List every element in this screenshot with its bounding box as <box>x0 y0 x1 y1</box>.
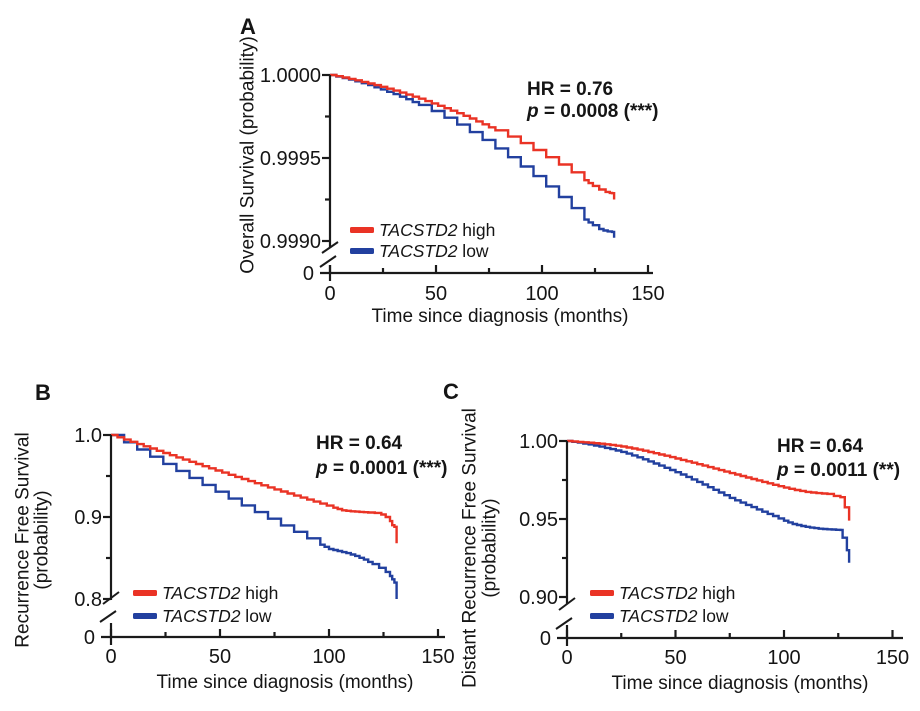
legend-label-low: TACSTD2 low <box>379 241 489 261</box>
legend-gene-name: TACSTD2 <box>619 583 698 603</box>
y-origin-label: 0 <box>84 627 95 649</box>
survival-curve-high <box>330 73 616 200</box>
hazard-ratio-text: HR = 0.64 <box>316 433 403 454</box>
panel-letter: B <box>35 380 51 405</box>
legend-gene-name: TACSTD2 <box>162 583 241 603</box>
legend-group-suffix: low <box>697 606 728 626</box>
x-tick-label: 50 <box>664 647 686 669</box>
panel-B: 1.0 0.9 0.8 00 50 100 150 Time since diagnosis … <box>13 380 455 693</box>
legend-gene-name: TACSTD2 <box>619 606 698 626</box>
survival-curve-low <box>567 439 851 563</box>
p-value-text: p = 0.0001 (***) <box>315 458 448 479</box>
hazard-ratio-text: HR = 0.64 <box>777 436 864 457</box>
y-origin-label: 0 <box>303 263 314 285</box>
p-value-rest: = 0.0001 (***) <box>328 458 448 479</box>
legend-label-high: TACSTD2 high <box>162 583 278 603</box>
y-axis-title-line: (probability) <box>480 498 501 597</box>
y-axis-title-line: Overall Survival (probability) <box>238 36 259 274</box>
legend-group-suffix: low <box>457 241 488 261</box>
y-tick-label: 0.90 <box>519 587 558 609</box>
y-axis-break-slash-lower <box>99 610 117 623</box>
legend-swatch-low <box>590 613 614 619</box>
survival-curve-high <box>111 433 398 544</box>
y-origin-label: 0 <box>540 628 551 650</box>
x-tick-label: 0 <box>324 283 335 305</box>
legend-swatch-high <box>590 590 614 596</box>
legend-group-suffix: high <box>240 583 278 603</box>
legend-label-low: TACSTD2 low <box>619 606 729 626</box>
y-tick-label: 0.9990 <box>260 231 321 253</box>
p-symbol: p <box>776 460 789 481</box>
p-value-rest: = 0.0008 (***) <box>539 101 659 122</box>
panel-letter: A <box>240 14 256 39</box>
x-tick-label: 50 <box>425 283 447 305</box>
x-axis-title: Time since diagnosis (months) <box>157 672 414 693</box>
x-tick-label: 0 <box>105 646 116 668</box>
y-axis-title-line: Recurrence Free Survival <box>13 432 34 647</box>
x-tick-label: 100 <box>312 646 345 668</box>
p-value-rest: = 0.0011 (**) <box>789 460 900 481</box>
y-tick-label: 0.95 <box>519 509 558 531</box>
survival-curve-low <box>111 433 398 599</box>
y-axis-title-line: (probability) <box>32 490 53 589</box>
legend-group-suffix: high <box>457 220 495 240</box>
survival-curve-high <box>567 439 851 521</box>
y-axis-break-slash-lower <box>319 255 337 268</box>
y-axis-break-slash-upper <box>321 241 339 254</box>
x-tick-label: 0 <box>561 647 572 669</box>
legend-swatch-high <box>350 227 374 233</box>
legend-label-high: TACSTD2 high <box>379 220 495 240</box>
legend-gene-name: TACSTD2 <box>379 241 458 261</box>
p-symbol: p <box>526 101 539 122</box>
y-tick-label: 1.0000 <box>260 65 321 87</box>
legend-swatch-low <box>350 248 374 254</box>
p-symbol: p <box>315 458 328 479</box>
legend-gene-name: TACSTD2 <box>162 606 241 626</box>
legend-group-suffix: high <box>697 583 735 603</box>
x-tick-label: 150 <box>631 283 664 305</box>
panel-C: 1.00 0.95 0.90 00 50 100 150 Time since diagnos… <box>443 379 909 694</box>
y-axis-break-slash-lower <box>555 617 573 630</box>
y-axis-break-slash-upper <box>558 597 576 611</box>
x-axis-title: Time since diagnosis (months) <box>372 306 629 327</box>
y-tick-label: 0.9995 <box>260 148 321 170</box>
legend-swatch-low <box>133 613 157 619</box>
y-tick-label: 1.00 <box>519 431 558 453</box>
x-tick-label: 50 <box>209 646 231 668</box>
x-tick-label: 100 <box>767 647 800 669</box>
p-value-text: p = 0.0008 (***) <box>526 101 659 122</box>
legend-label-high: TACSTD2 high <box>619 583 735 603</box>
p-value-text: p = 0.0011 (**) <box>776 460 900 481</box>
y-axis-title-line: Distant Recurrence Free Survival <box>460 408 481 688</box>
y-tick-label: 0.9 <box>74 507 102 529</box>
panel-letter: C <box>443 379 459 404</box>
x-axis-title: Time since diagnosis (months) <box>612 673 869 694</box>
y-tick-label: 1.0 <box>74 425 102 447</box>
hazard-ratio-text: HR = 0.76 <box>527 79 613 100</box>
y-tick-label: 0.8 <box>74 589 102 611</box>
legend-swatch-high <box>133 590 157 596</box>
legend-group-suffix: low <box>240 606 271 626</box>
x-tick-label: 150 <box>421 646 454 668</box>
x-tick-label: 100 <box>525 283 558 305</box>
legend-gene-name: TACSTD2 <box>379 220 458 240</box>
legend-label-low: TACSTD2 low <box>162 606 272 626</box>
x-tick-label: 150 <box>876 647 909 669</box>
